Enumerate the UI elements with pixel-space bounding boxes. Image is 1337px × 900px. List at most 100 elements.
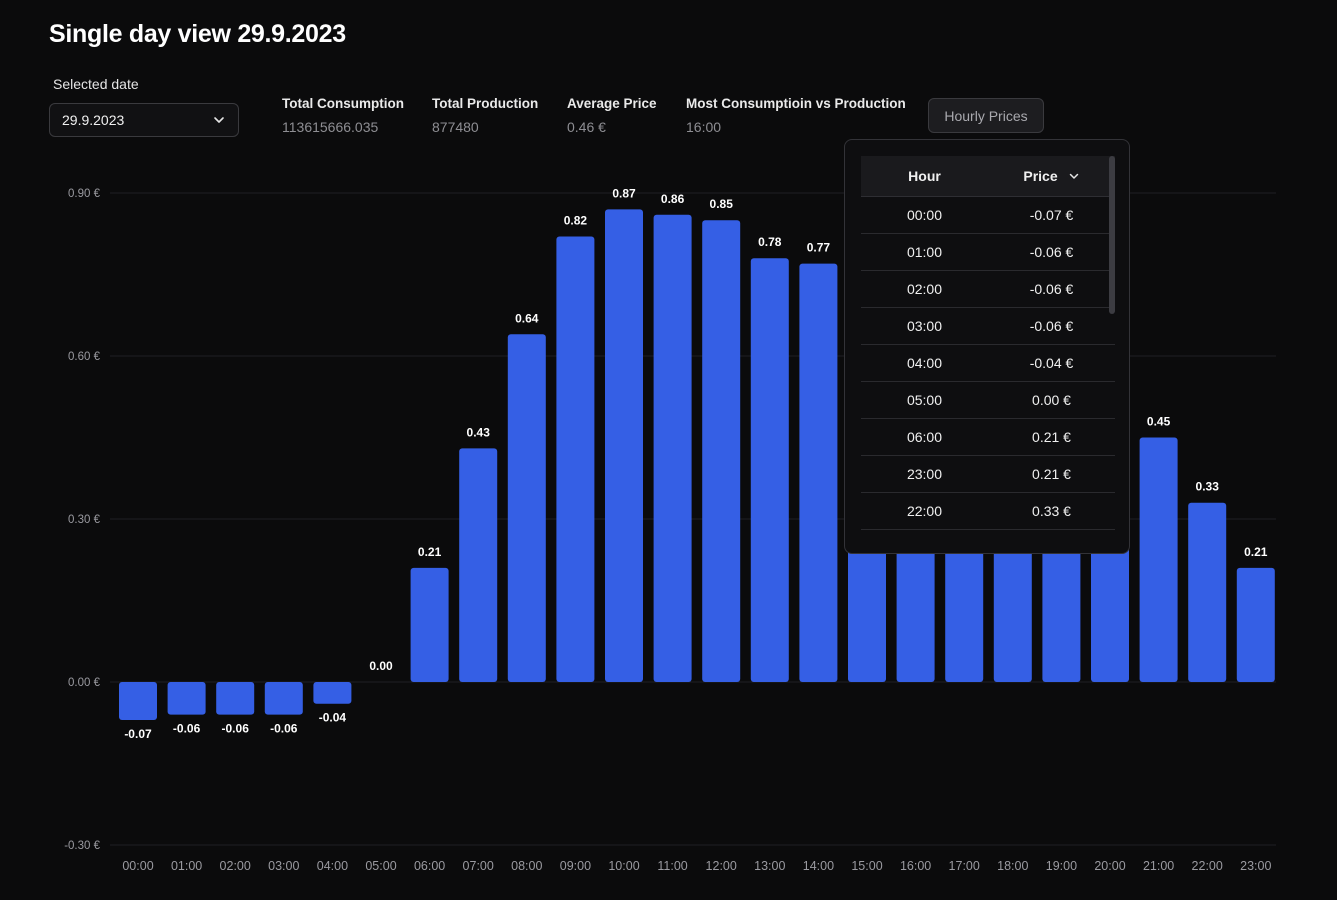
table-scrollbar[interactable] <box>1109 156 1115 314</box>
hour-column-header[interactable]: Hour <box>908 168 941 184</box>
row-hour: 00:00 <box>906 207 943 223</box>
hourly-prices-popup: Hour Price 00:00 -0.07 € 01:00 -0.06 € 02:… <box>844 139 1130 554</box>
data-label: 0.86 <box>661 192 685 206</box>
x-tick-label: 12:00 <box>706 859 737 873</box>
data-label: 0.85 <box>710 197 734 211</box>
x-tick-label: 11:00 <box>657 859 687 873</box>
x-tick-label: 02:00 <box>220 859 251 873</box>
data-label: 0.78 <box>758 235 782 249</box>
x-tick-label: 19:00 <box>1046 859 1077 873</box>
date-select[interactable]: 29.9.2023 <box>49 103 239 137</box>
bar <box>750 258 789 682</box>
bar <box>507 334 546 682</box>
x-tick-label: 20:00 <box>1094 859 1125 873</box>
table-row: 03:00 -0.06 € <box>861 308 1115 345</box>
date-select-value: 29.9.2023 <box>62 112 125 128</box>
stat-value: 0.46 € <box>567 119 606 135</box>
x-tick-label: 07:00 <box>463 859 494 873</box>
stat-label: Total Production <box>432 96 539 111</box>
table-row: 04:00 -0.04 € <box>861 345 1115 382</box>
x-tick-label: 16:00 <box>900 859 931 873</box>
data-label: 0.21 <box>1244 545 1268 559</box>
row-hour: 06:00 <box>906 429 943 445</box>
row-price: -0.06 € <box>1029 318 1074 334</box>
data-label: 0.64 <box>515 311 539 325</box>
hourly-prices-table: Hour Price 00:00 -0.07 € 01:00 -0.06 € 02:… <box>861 156 1115 530</box>
row-hour: 01:00 <box>906 244 943 260</box>
chevron-down-icon <box>214 117 224 123</box>
y-tick-label: -0.30 € <box>64 840 100 852</box>
bar <box>1139 437 1178 682</box>
stat-most-consumption: Most Consumptioin vs Production 16:00 <box>686 96 906 135</box>
data-label: 0.82 <box>564 213 588 227</box>
row-price: -0.06 € <box>1029 244 1074 260</box>
data-label: 0.43 <box>467 425 491 439</box>
y-tick-label: 0.00 € <box>68 677 101 689</box>
data-label: 0.77 <box>807 241 831 255</box>
x-tick-label: 22:00 <box>1192 859 1223 873</box>
data-label: -0.07 <box>124 727 152 741</box>
hourly-prices-button[interactable]: Hourly Prices <box>928 98 1044 133</box>
row-price: 0.21 € <box>1032 429 1071 445</box>
x-tick-label: 13:00 <box>754 859 785 873</box>
x-tick-label: 01:00 <box>171 859 202 873</box>
table-row: 22:00 0.33 € <box>861 493 1115 530</box>
chevron-down-icon <box>1069 173 1078 179</box>
stat-average-price: Average Price 0.46 € <box>567 96 657 135</box>
x-tick-label: 18:00 <box>997 859 1028 873</box>
row-price: 0.21 € <box>1032 466 1071 482</box>
data-label: -0.04 <box>319 711 347 725</box>
x-tick-label: 00:00 <box>122 859 153 873</box>
x-tick-label: 23:00 <box>1240 859 1271 873</box>
page-title: Single day view 29.9.2023 <box>49 20 346 48</box>
y-tick-label: 0.90 € <box>68 188 101 200</box>
date-label: Selected date <box>53 76 139 92</box>
data-label: -0.06 <box>173 722 201 736</box>
bar <box>653 214 692 682</box>
table-row: 05:00 0.00 € <box>861 382 1115 419</box>
bar <box>1188 502 1227 682</box>
x-tick-label: 21:00 <box>1143 859 1174 873</box>
price-column-header[interactable]: Price <box>988 168 1115 184</box>
table-header: Hour Price <box>861 156 1115 197</box>
data-label: 0.45 <box>1147 415 1171 429</box>
stat-label: Most Consumptioin vs Production <box>686 96 906 111</box>
row-price: -0.04 € <box>1029 355 1074 371</box>
bar <box>119 682 157 721</box>
data-label: 0.87 <box>612 186 636 200</box>
row-hour: 03:00 <box>906 318 943 334</box>
bar <box>799 263 838 682</box>
y-tick-label: 0.30 € <box>68 514 101 526</box>
data-label: 0.00 <box>369 659 393 673</box>
bar <box>264 682 303 715</box>
stat-label: Total Consumption <box>282 96 404 111</box>
bar <box>702 220 741 682</box>
x-tick-label: 08:00 <box>511 859 542 873</box>
y-tick-label: 0.60 € <box>68 351 101 363</box>
x-tick-label: 03:00 <box>268 859 299 873</box>
row-price: 0.33 € <box>1032 503 1071 519</box>
x-tick-label: 04:00 <box>317 859 348 873</box>
bar <box>216 682 255 715</box>
data-label: 0.33 <box>1196 480 1220 494</box>
table-row: 02:00 -0.06 € <box>861 271 1115 308</box>
bar <box>410 567 449 682</box>
data-label: -0.06 <box>222 722 250 736</box>
row-price: -0.06 € <box>1029 281 1074 297</box>
stat-label: Average Price <box>567 96 657 111</box>
row-hour: 02:00 <box>906 281 943 297</box>
bar <box>1236 567 1275 682</box>
x-tick-label: 06:00 <box>414 859 445 873</box>
table-row: 01:00 -0.06 € <box>861 234 1115 271</box>
bar <box>313 682 352 704</box>
row-price: -0.07 € <box>1029 207 1074 223</box>
stat-total-consumption: Total Consumption 113615666.035 <box>282 96 404 135</box>
stat-value: 877480 <box>432 119 479 135</box>
x-tick-label: 10:00 <box>608 859 639 873</box>
data-label: -0.06 <box>270 722 298 736</box>
x-tick-label: 05:00 <box>365 859 396 873</box>
bar <box>459 448 498 682</box>
table-row: 06:00 0.21 € <box>861 419 1115 456</box>
data-label: 0.21 <box>418 545 442 559</box>
